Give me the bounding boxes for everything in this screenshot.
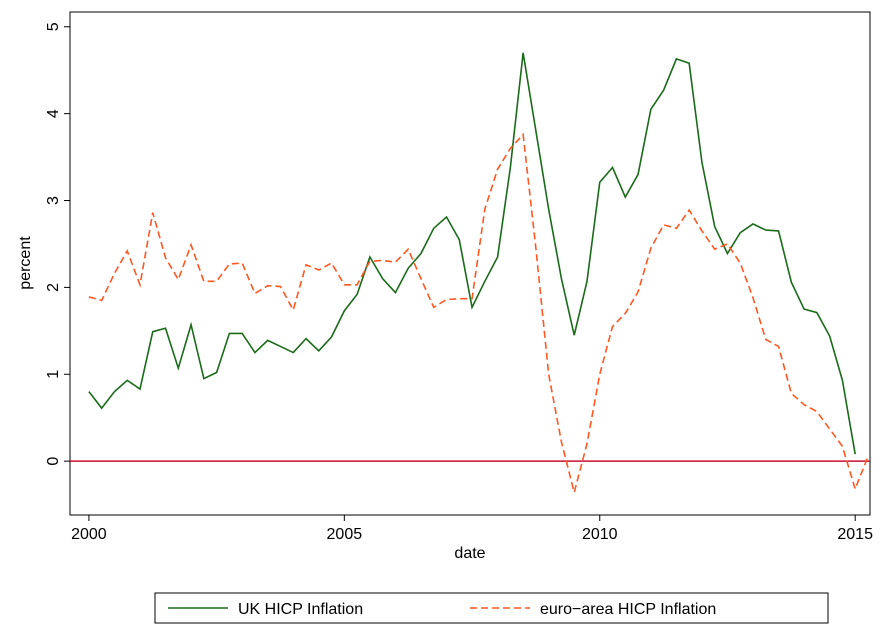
series-line [88,52,856,455]
legend-label: euro−area HICP Inflation [540,601,716,618]
x-tick-label: 2000 [71,526,107,543]
legend-box [154,592,829,624]
y-tick-label: 0 [45,457,62,466]
plot-frame [69,11,871,516]
legend-label: UK HICP Inflation [238,601,363,618]
x-tick-label: 2015 [837,526,873,543]
x-tick-label: 2005 [327,526,363,543]
y-tick-label: 1 [45,370,62,379]
y-tick-label: 5 [45,22,62,31]
y-tick-label: 4 [45,109,62,118]
x-axis-label: date [454,545,485,562]
series-line [88,132,869,493]
x-tick-label: 2010 [582,526,618,543]
y-tick-label: 2 [45,283,62,292]
y-axis-label: percent [17,236,34,290]
y-tick-label: 3 [45,196,62,205]
